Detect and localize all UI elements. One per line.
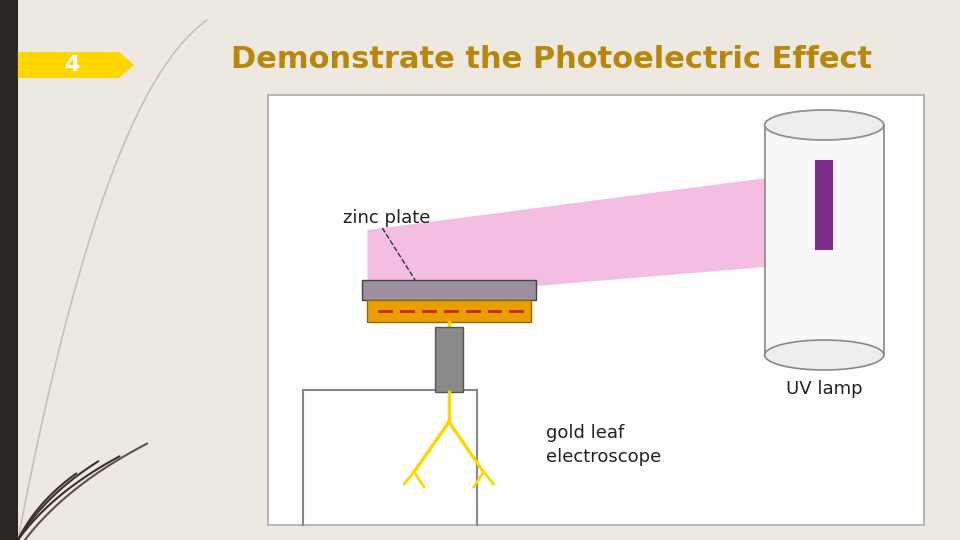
Polygon shape [368, 175, 789, 300]
Ellipse shape [764, 110, 884, 140]
Polygon shape [18, 52, 134, 78]
Bar [435, 327, 463, 392]
Bar [0, 0, 18, 540]
Text: zinc plate: zinc plate [343, 209, 430, 227]
Text: UV lamp: UV lamp [786, 380, 862, 398]
Ellipse shape [764, 340, 884, 370]
Text: gold leaf
electroscope: gold leaf electroscope [546, 424, 661, 466]
Bar [268, 95, 924, 525]
Bar [368, 300, 531, 322]
Text: 4: 4 [63, 55, 79, 75]
Text: Demonstrate the Photoelectric Effect: Demonstrate the Photoelectric Effect [230, 45, 872, 75]
Bar [764, 125, 884, 355]
Bar [815, 160, 833, 250]
Bar [363, 280, 537, 300]
